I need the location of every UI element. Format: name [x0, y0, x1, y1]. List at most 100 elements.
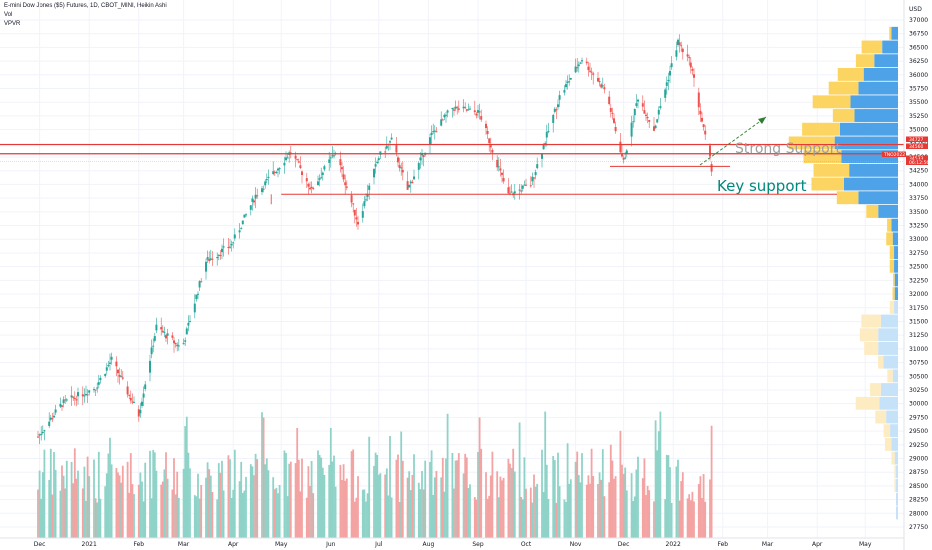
candle-body [211, 258, 214, 260]
x-tick-label: Jul [374, 541, 383, 548]
candle-body [253, 200, 255, 203]
vpvr-down-bar [811, 177, 844, 191]
volume-bar [657, 431, 660, 538]
candle-body [413, 176, 415, 180]
candle-body [408, 185, 411, 188]
x-tick-label: Dec [34, 541, 46, 548]
volume-bar [120, 482, 123, 538]
volume-bar [109, 437, 111, 538]
vpvr-down-bar [802, 122, 840, 136]
y-tick-label: 34250 [909, 168, 928, 175]
candle-body [131, 401, 134, 403]
candle-body [206, 257, 209, 260]
candle-body [625, 150, 628, 155]
candle-body [97, 382, 100, 385]
volume-bar [552, 455, 555, 538]
volume-bar [491, 451, 494, 538]
candle-body [208, 259, 211, 262]
candle-body [553, 108, 556, 112]
vpvr-up-bar [843, 177, 898, 191]
volume-bar [456, 460, 459, 538]
candle-body [328, 159, 331, 163]
volume-bar [387, 495, 390, 538]
price-axis[interactable]: USD 27750 28000 28250 28500 28750 29000 29250 2… [903, 0, 928, 550]
x-tick-label: Dec [618, 541, 630, 548]
volume-bar [88, 476, 91, 538]
volume-bar [216, 499, 219, 538]
candle-body [49, 417, 52, 420]
volume-bar [115, 468, 118, 538]
volume-bar [654, 420, 657, 538]
volume-bar [681, 472, 684, 538]
y-tick-label: 32000 [909, 291, 928, 298]
volume-bar [187, 452, 190, 538]
y-tick-label: 32500 [909, 264, 928, 271]
volume-bar [139, 472, 142, 538]
volume-bar [699, 476, 702, 538]
volume-bar [633, 496, 636, 538]
volume-bar [363, 489, 366, 538]
vpvr-down-bar [875, 410, 887, 424]
candle-body [600, 84, 603, 88]
candle-body [144, 384, 147, 390]
volume-bar [277, 493, 279, 538]
candle-body [518, 189, 521, 191]
volume-bar [670, 502, 673, 538]
y-tick-label: 30750 [909, 360, 928, 367]
candle-body [107, 365, 110, 367]
vpvr-up-bar [834, 136, 898, 150]
candle-body [227, 246, 230, 248]
volume-bar [576, 451, 579, 538]
volume-bar [641, 478, 644, 538]
volume-bar [401, 460, 404, 538]
y-tick-label: 34000 [909, 181, 928, 188]
volume-bar [85, 500, 87, 538]
volume-bar [656, 450, 659, 538]
time-axis[interactable]: Dec 2021 Feb Mar Apr May Jun Jul Aug Sep Oct Nov Dec… [0, 537, 904, 548]
candle-body [645, 114, 647, 116]
indicator-vpvr-label[interactable]: VPVR [4, 21, 21, 27]
volume-bar [480, 448, 483, 538]
volume-bar [374, 452, 377, 538]
vpvr-up-bar [891, 26, 898, 40]
volume-bar [585, 484, 588, 538]
volume-bar [133, 494, 135, 538]
vpvr-up-bar [880, 314, 898, 328]
vpvr-up-bar [880, 383, 898, 397]
volume-bar [222, 490, 225, 538]
candle-body [310, 186, 313, 189]
volume-bar [413, 454, 415, 538]
volume-bar [520, 496, 523, 538]
vpvr-up-bar [894, 287, 898, 301]
x-tick-label: Sep [472, 541, 484, 548]
volume-bar [251, 466, 254, 538]
indicator-volume-label[interactable]: Vol [4, 12, 13, 18]
candle-body [277, 168, 279, 171]
volume-bar [453, 488, 455, 538]
candle-body [83, 395, 86, 397]
volume-bar [432, 494, 435, 538]
volume-bar [105, 473, 108, 538]
candle-body [241, 220, 244, 225]
volume-bar [153, 452, 156, 538]
volume-bar [542, 491, 545, 538]
volume-bar [129, 453, 132, 538]
candle-body [622, 158, 625, 160]
y-tick-label: 28250 [909, 497, 928, 504]
candle-body [677, 39, 679, 46]
candle-body [357, 221, 359, 225]
candle-body [659, 106, 662, 108]
candle-body [390, 137, 393, 140]
y-tick-label: 30000 [909, 401, 928, 408]
volume-bar [630, 473, 633, 538]
candle-body [65, 399, 68, 401]
candle-body [710, 164, 713, 172]
candle-body [150, 347, 153, 355]
candle-body [51, 418, 54, 420]
candle-body [187, 322, 190, 326]
volume-bar [443, 491, 446, 538]
volume-bar [665, 454, 668, 538]
volume-bar [262, 417, 265, 538]
volume-bar [83, 466, 86, 538]
